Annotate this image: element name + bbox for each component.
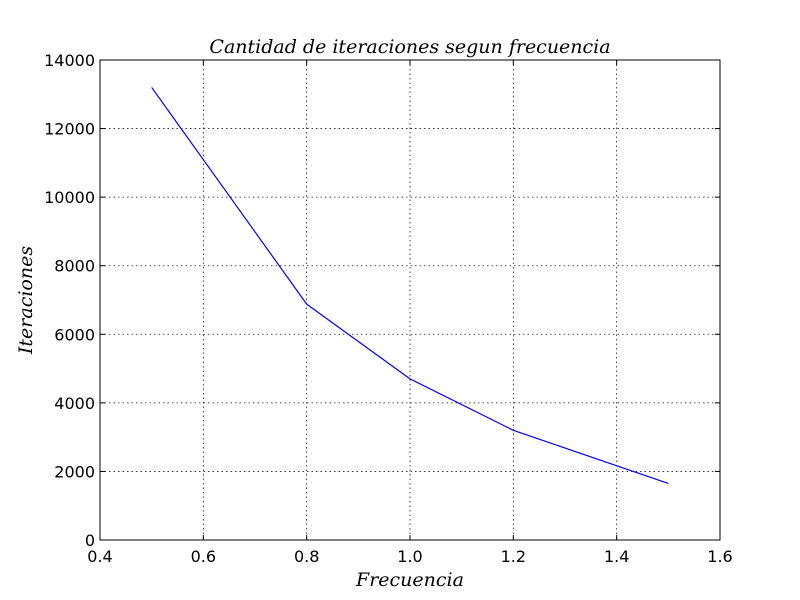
chart-title: Cantidad de iteraciones segun frecuencia <box>209 36 610 58</box>
x-tick-label: 1.0 <box>397 547 422 566</box>
y-tick-label: 12000 <box>44 120 95 139</box>
y-tick-label: 8000 <box>54 257 95 276</box>
grid <box>100 60 720 540</box>
series-layer <box>151 87 669 484</box>
y-tick-label: 10000 <box>44 188 95 207</box>
y-axis-label: Iteraciones <box>15 246 37 355</box>
x-tick-label: 1.4 <box>604 547 629 566</box>
x-axis-label: Frecuencia <box>355 569 464 591</box>
x-tick-label: 1.2 <box>501 547 526 566</box>
x-tick-label: 0.8 <box>294 547 319 566</box>
y-tick-label: 4000 <box>54 394 95 413</box>
y-tick-label: 2000 <box>54 462 95 481</box>
y-tick-label: 14000 <box>44 51 95 70</box>
y-tick-labels: 0 2000 4000 6000 8000 10000 12000 14000 <box>44 51 95 550</box>
y-tick-label: 6000 <box>54 325 95 344</box>
ticks <box>99 59 721 541</box>
y-tick-label: 0 <box>85 531 95 550</box>
x-tick-labels: 0.4 0.6 0.8 1.0 1.2 1.4 1.6 <box>87 547 732 566</box>
x-tick-label: 1.6 <box>707 547 732 566</box>
series-line-1 <box>151 87 669 484</box>
x-tick-label: 0.4 <box>87 547 112 566</box>
x-tick-label: 0.6 <box>191 547 216 566</box>
